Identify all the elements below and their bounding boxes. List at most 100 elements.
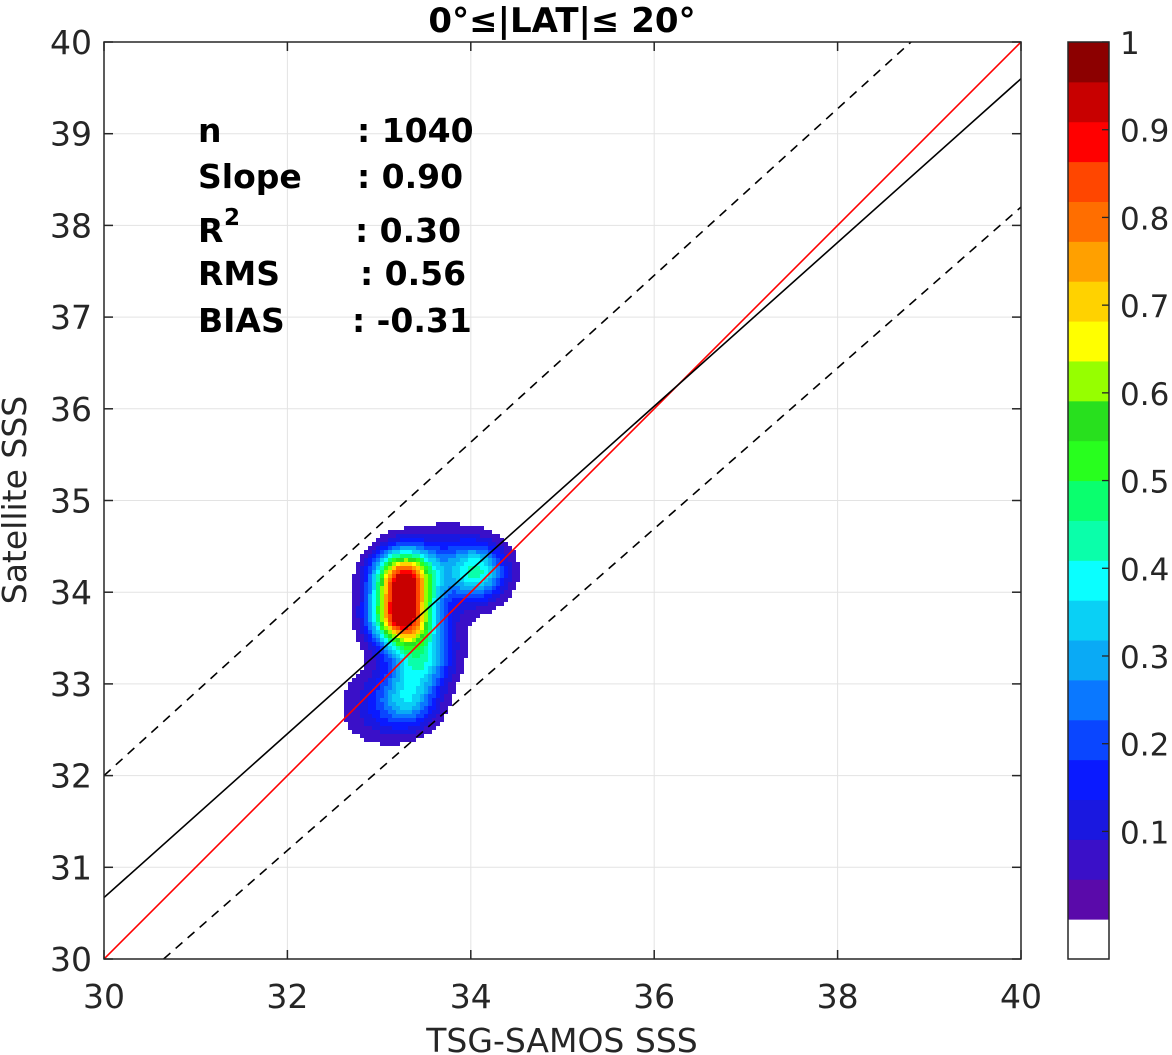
density-cell xyxy=(456,598,460,602)
density-cell xyxy=(372,622,376,626)
density-cell xyxy=(408,646,412,650)
density-cell xyxy=(436,674,440,678)
density-cell xyxy=(444,526,448,530)
density-cell xyxy=(476,570,480,574)
density-cell xyxy=(380,610,384,614)
density-cell xyxy=(408,678,412,682)
density-cell xyxy=(364,666,368,670)
density-cell xyxy=(388,698,392,702)
density-cell xyxy=(424,630,428,634)
density-cell xyxy=(468,598,472,602)
density-cell xyxy=(400,554,404,558)
density-cell xyxy=(368,650,372,654)
density-cell xyxy=(456,594,460,598)
density-cell xyxy=(428,550,432,554)
density-cell xyxy=(480,582,484,586)
density-cell xyxy=(404,650,408,654)
density-cell xyxy=(384,634,388,638)
density-cell xyxy=(352,730,356,734)
density-cell xyxy=(480,542,484,546)
density-cell xyxy=(448,562,452,566)
density-cell xyxy=(380,598,384,602)
density-cell xyxy=(432,686,436,690)
density-cell xyxy=(448,530,452,534)
density-cell xyxy=(488,558,492,562)
density-cell xyxy=(368,682,372,686)
density-cell xyxy=(400,546,404,550)
density-cell xyxy=(432,602,436,606)
density-cell xyxy=(352,686,356,690)
density-cell xyxy=(444,534,448,538)
density-cell xyxy=(444,522,448,526)
density-cell xyxy=(448,578,452,582)
density-cell xyxy=(512,562,516,566)
density-cell xyxy=(412,546,416,550)
density-cell xyxy=(456,622,460,626)
density-cell xyxy=(392,682,396,686)
density-cell xyxy=(396,578,400,582)
density-cell xyxy=(504,550,508,554)
density-cell xyxy=(420,630,424,634)
chart-title: 0°≤|LAT|≤ 20° xyxy=(428,1,695,41)
density-cell xyxy=(388,674,392,678)
density-cell xyxy=(392,602,396,606)
density-cell xyxy=(392,670,396,674)
density-cell xyxy=(376,710,380,714)
density-cell xyxy=(408,722,412,726)
density-cell xyxy=(352,694,356,698)
density-cell xyxy=(388,594,392,598)
density-cell xyxy=(352,586,356,590)
density-cell xyxy=(384,570,388,574)
density-cell xyxy=(492,606,496,610)
colorbar-segment xyxy=(1068,679,1109,721)
density-cell xyxy=(412,726,416,730)
density-cell xyxy=(364,606,368,610)
density-cell xyxy=(396,682,400,686)
density-cell xyxy=(468,566,472,570)
density-cell xyxy=(440,522,444,526)
density-cell xyxy=(416,566,420,570)
density-cell xyxy=(392,606,396,610)
density-cell xyxy=(344,710,348,714)
density-cell xyxy=(400,590,404,594)
density-cell xyxy=(372,626,376,630)
density-cell xyxy=(412,730,416,734)
density-cell xyxy=(424,646,428,650)
density-cell xyxy=(428,530,432,534)
density-cell xyxy=(500,594,504,598)
density-cell xyxy=(376,654,380,658)
density-cell xyxy=(408,726,412,730)
density-cell xyxy=(468,606,472,610)
density-cell xyxy=(404,638,408,642)
density-cell xyxy=(492,594,496,598)
colorbar-tick-label: 0.5 xyxy=(1120,465,1169,501)
density-cell xyxy=(484,610,488,614)
colorbar-segment xyxy=(1068,81,1109,123)
density-cell xyxy=(440,662,444,666)
density-cell xyxy=(512,566,516,570)
density-cell xyxy=(428,594,432,598)
density-cell xyxy=(360,614,364,618)
density-cell xyxy=(432,670,436,674)
density-cell xyxy=(504,570,508,574)
density-cell xyxy=(376,698,380,702)
density-cell xyxy=(440,646,444,650)
density-cell xyxy=(368,670,372,674)
density-cell xyxy=(408,694,412,698)
density-cell xyxy=(480,550,484,554)
density-cell xyxy=(440,710,444,714)
density-cell xyxy=(420,590,424,594)
density-cell xyxy=(384,582,388,586)
density-cell xyxy=(344,702,348,706)
density-cell xyxy=(396,666,400,670)
density-cell xyxy=(392,686,396,690)
density-cell xyxy=(372,598,376,602)
density-cell xyxy=(404,706,408,710)
density-cell xyxy=(404,578,408,582)
density-cell xyxy=(480,570,484,574)
density-cell xyxy=(500,570,504,574)
density-cell xyxy=(376,590,380,594)
density-cell xyxy=(428,618,432,622)
density-cell xyxy=(400,642,404,646)
density-cell xyxy=(412,738,416,742)
